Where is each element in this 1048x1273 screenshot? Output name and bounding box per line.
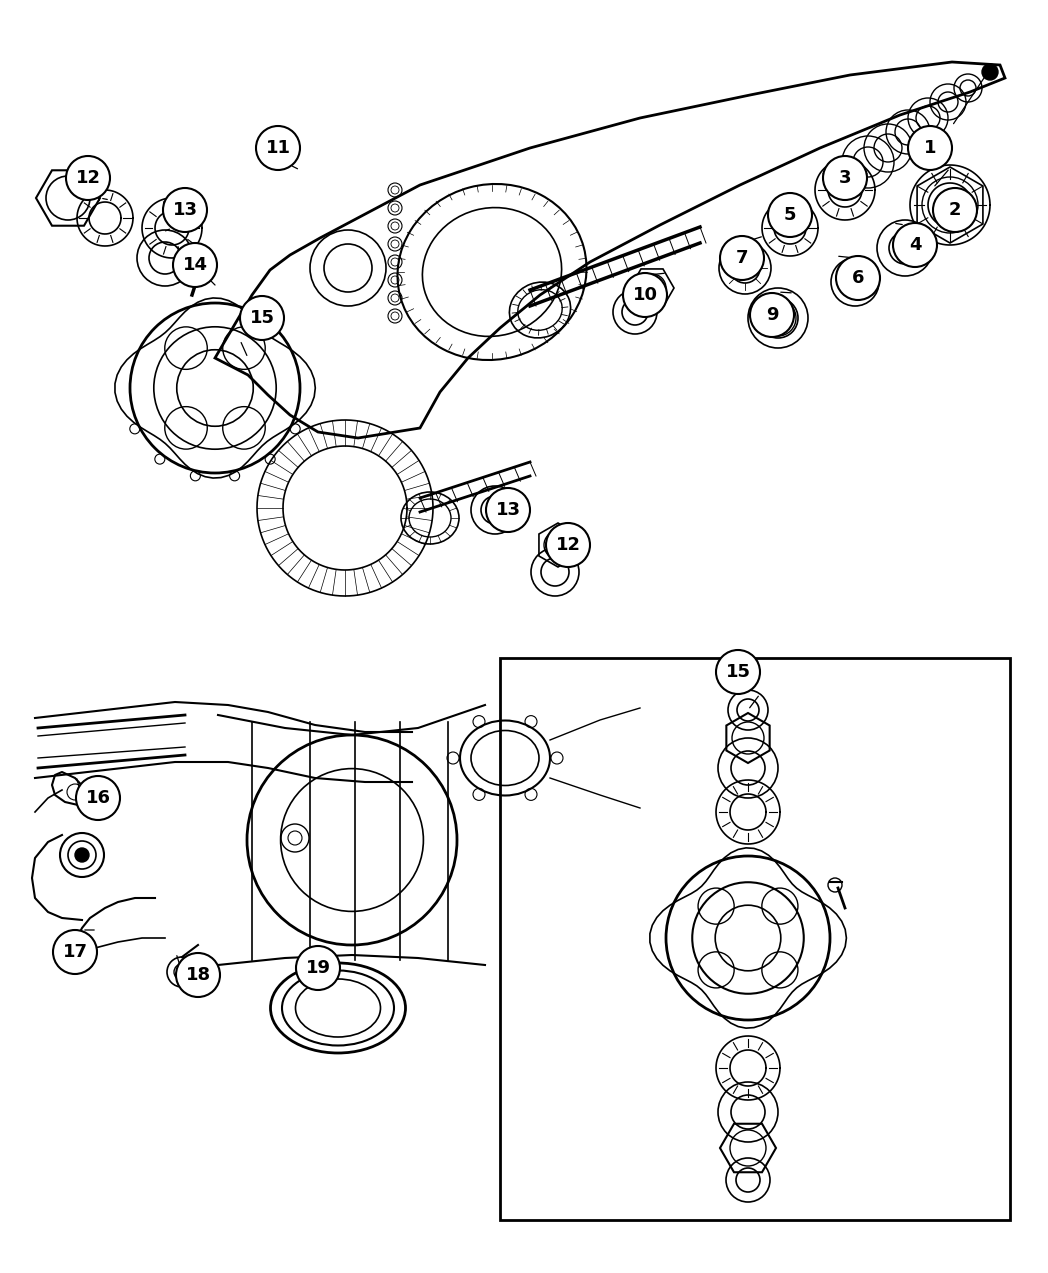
- Circle shape: [836, 256, 880, 300]
- Circle shape: [893, 223, 937, 267]
- Text: 16: 16: [86, 789, 110, 807]
- Circle shape: [176, 953, 220, 997]
- Circle shape: [720, 236, 764, 280]
- Circle shape: [163, 188, 208, 232]
- Circle shape: [75, 848, 89, 862]
- Circle shape: [240, 297, 284, 340]
- Text: 15: 15: [249, 309, 275, 327]
- Circle shape: [716, 651, 760, 694]
- Circle shape: [623, 272, 667, 317]
- Circle shape: [486, 488, 530, 532]
- Circle shape: [53, 931, 97, 974]
- Circle shape: [296, 946, 340, 990]
- Circle shape: [823, 157, 867, 200]
- Text: 10: 10: [633, 286, 657, 304]
- Circle shape: [173, 243, 217, 286]
- Text: 9: 9: [766, 306, 779, 325]
- Circle shape: [66, 157, 110, 200]
- Text: 7: 7: [736, 250, 748, 267]
- Text: 6: 6: [852, 269, 865, 286]
- Text: 17: 17: [63, 943, 87, 961]
- Text: 1: 1: [923, 139, 936, 157]
- Circle shape: [77, 777, 121, 820]
- Text: 5: 5: [784, 206, 796, 224]
- Circle shape: [546, 523, 590, 566]
- Text: 11: 11: [265, 139, 290, 157]
- Text: 12: 12: [555, 536, 581, 554]
- Text: 12: 12: [75, 169, 101, 187]
- Text: 2: 2: [948, 201, 961, 219]
- Text: 19: 19: [306, 959, 330, 976]
- Text: 14: 14: [182, 256, 208, 274]
- Text: 15: 15: [725, 663, 750, 681]
- Text: 3: 3: [838, 169, 851, 187]
- Circle shape: [982, 64, 998, 80]
- Circle shape: [768, 193, 812, 237]
- Circle shape: [933, 188, 977, 232]
- Bar: [500, 658, 1010, 1220]
- Text: 13: 13: [496, 502, 521, 519]
- Text: 13: 13: [173, 201, 197, 219]
- Text: 18: 18: [185, 966, 211, 984]
- Circle shape: [908, 126, 952, 171]
- Text: 4: 4: [909, 236, 921, 255]
- Circle shape: [256, 126, 300, 171]
- Circle shape: [750, 293, 794, 337]
